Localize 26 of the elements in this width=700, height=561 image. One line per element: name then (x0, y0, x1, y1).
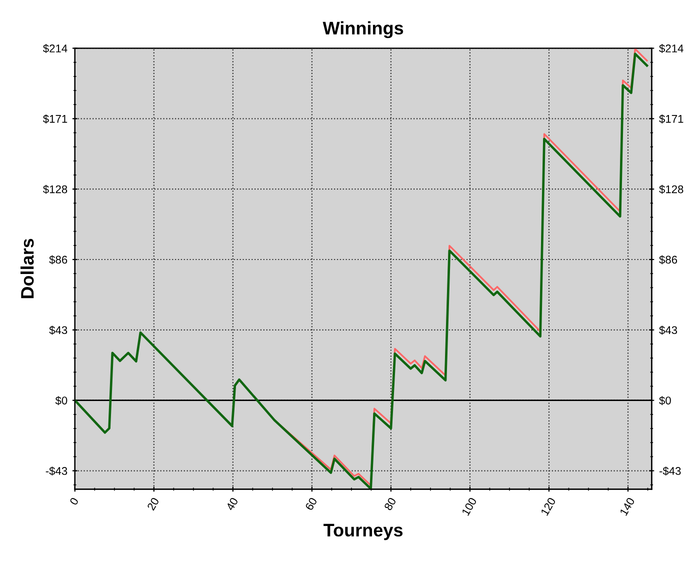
y2-tick-label: $0 (659, 396, 671, 406)
y-tick-label: $86 (49, 255, 68, 264)
y-axis-title: Dollars (20, 238, 34, 298)
y2-tick-label: $43 (659, 326, 678, 335)
chart-title: Winnings (322, 21, 404, 38)
x-tick-label: 80 (384, 497, 396, 511)
x-tick-label: 120 (540, 497, 556, 516)
y2-tick-label: $171 (659, 114, 684, 124)
y2-tick-label: -$43 (659, 466, 681, 476)
y-tick-label: -$43 (46, 466, 68, 476)
x-tick-label: 40 (226, 497, 238, 512)
y2-tick-label: $128 (659, 184, 684, 194)
y-tick-label: $128 (43, 184, 68, 194)
y-tick-label: $0 (55, 396, 68, 406)
x-axis-title: Tourneys (324, 524, 403, 540)
y2-tick-label: $214 (659, 44, 684, 54)
x-tick-label: 60 (304, 497, 318, 511)
y-tick-label: $214 (43, 44, 68, 54)
line-series (74, 52, 648, 490)
y-tick-label: $171 (43, 114, 68, 124)
x-tick-label: 20 (146, 497, 160, 511)
y2-tick-label: $86 (659, 255, 678, 264)
x-tick-label: 100 (462, 497, 477, 516)
x-tick-label: 140 (620, 497, 635, 516)
x-tick-label: 0 (69, 497, 79, 506)
y-tick-label: $43 (49, 326, 68, 335)
